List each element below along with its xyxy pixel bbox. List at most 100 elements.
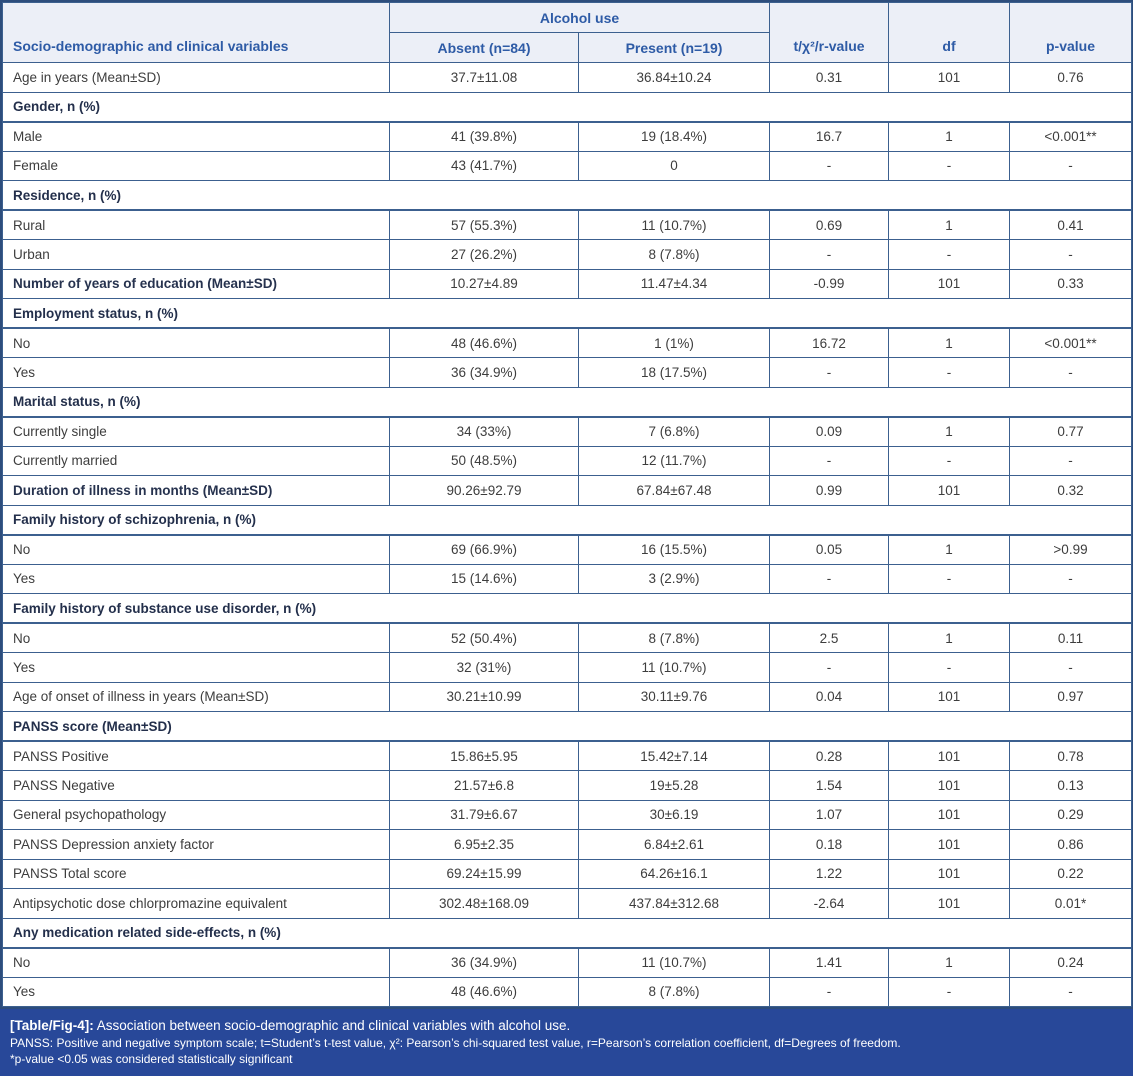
- row-value: 1.54: [769, 770, 890, 801]
- table-row: No 48 (46.6%) 1 (1%) 16.72 1 <0.001**: [2, 327, 1133, 358]
- row-value: 69.24±15.99: [389, 858, 579, 889]
- table-caption-band: [Table/Fig-4]: Association between socio…: [0, 1009, 1133, 1076]
- table-row: PANSS Depression anxiety factor 6.95±2.35…: [2, 829, 1133, 860]
- row-value: 15 (14.6%): [389, 563, 579, 594]
- row-value: 11 (10.7%): [577, 652, 771, 683]
- table-row: Currently married 50 (48.5%) 12 (11.7%) - - -: [2, 445, 1133, 476]
- row-value: 0.31: [769, 62, 890, 93]
- row-value: 0.99: [769, 475, 890, 506]
- caption-abbreviations: PANSS: Positive and negative symptom sca…: [10, 1036, 901, 1050]
- row-value: 48 (46.6%): [389, 327, 579, 358]
- row-value: 6.95±2.35: [389, 829, 579, 860]
- row-value: -0.99: [769, 268, 890, 299]
- row-label: No: [2, 622, 390, 653]
- row-value: 2.5: [769, 622, 890, 653]
- row-value: 0.22: [1009, 858, 1133, 889]
- header-group-alcohol-use: Alcohol use: [388, 2, 771, 33]
- row-value: 101: [888, 62, 1011, 93]
- table-row: Number of years of education (Mean±SD) 10…: [2, 268, 1133, 299]
- row-value: -: [769, 239, 890, 270]
- row-label: No: [2, 534, 390, 565]
- section-row: Marital status, n (%): [1, 386, 1133, 418]
- row-value: 64.26±16.1: [577, 858, 771, 889]
- row-value: 34 (33%): [389, 416, 579, 447]
- row-value: 43 (41.7%): [389, 150, 579, 181]
- row-value: 302.48±168.09: [389, 888, 579, 919]
- row-value: 101: [888, 799, 1011, 830]
- table-row: No 69 (66.9%) 16 (15.5%) 0.05 1 >0.99: [2, 534, 1133, 565]
- row-value: 90.26±92.79: [389, 475, 579, 506]
- row-value: 101: [888, 268, 1011, 299]
- row-value: 11.47±4.34: [577, 268, 771, 299]
- section-label: Employment status, n (%): [1, 298, 1133, 329]
- table-row: Female 43 (41.7%) 0- - -: [2, 150, 1133, 181]
- row-value: 50 (48.5%): [389, 445, 579, 476]
- table-row: Currently single 34 (33%) 7 (6.8%) 0.09 1 0.7…: [2, 416, 1133, 447]
- row-value: 0.11: [1009, 622, 1133, 653]
- row-value: 11 (10.7%): [577, 209, 771, 240]
- row-value: 0.04: [769, 681, 890, 712]
- row-value: 1.41: [769, 947, 890, 978]
- table-row: Yes 36 (34.9%) 18 (17.5%) - - -: [2, 357, 1133, 388]
- row-value: 69 (66.9%): [389, 534, 579, 565]
- row-value: 6.84±2.61: [577, 829, 771, 860]
- row-value: 0.13: [1009, 770, 1133, 801]
- row-value: 0.32: [1009, 475, 1133, 506]
- row-value: -: [1009, 239, 1133, 270]
- table-row: General psychopathology 31.79±6.67 30±6.19…: [2, 799, 1133, 830]
- header-variables-column: Socio-demographic and clinical variables: [2, 2, 390, 63]
- table-header: Socio-demographic and clinical variables…: [2, 2, 1133, 63]
- row-value: 32 (31%): [389, 652, 579, 683]
- table-row: PANSS Total score 69.24±15.99 64.26±16.1 1.…: [2, 858, 1133, 889]
- row-value: 0.29: [1009, 799, 1133, 830]
- row-value: -: [1009, 445, 1133, 476]
- header-stat-column: t/χ²/r-value: [769, 2, 890, 63]
- row-value: 16 (15.5%): [577, 534, 771, 565]
- row-label: Urban: [2, 239, 390, 270]
- row-value: 21.57±6.8: [389, 770, 579, 801]
- table-row: Rural 57 (55.3%) 11 (10.7%) 0.69 1 0.41: [2, 209, 1133, 240]
- row-value: 0.77: [1009, 416, 1133, 447]
- table-row: Yes 32 (31%) 11 (10.7%) - - -: [2, 652, 1133, 683]
- section-row: Family history of schizophrenia, n (%): [1, 504, 1133, 536]
- row-label: Number of years of education (Mean±SD): [2, 268, 390, 299]
- row-label: PANSS Total score: [2, 858, 390, 889]
- row-value: 12 (11.7%): [577, 445, 771, 476]
- table-row: Age of onset of illness in years (Mean±S…: [2, 681, 1133, 712]
- row-value: 36 (34.9%): [389, 947, 579, 978]
- row-value: 1 (1%): [577, 327, 771, 358]
- row-label: Yes: [2, 357, 390, 388]
- section-label: PANSS score (Mean±SD): [1, 711, 1133, 742]
- header-absent-column: Absent (n=84): [389, 32, 579, 63]
- row-label: Yes: [2, 563, 390, 594]
- section-row: Family history of substance use disorder…: [1, 593, 1133, 624]
- row-value: <0.001**: [1009, 121, 1133, 152]
- caption-title-line: [Table/Fig-4]: Association between socio…: [10, 1017, 1121, 1035]
- section-label: Family history of substance use disorder…: [1, 593, 1133, 624]
- row-value: 3 (2.9%): [577, 563, 771, 594]
- row-value: -: [1009, 652, 1133, 683]
- row-value: 30.11±9.76: [577, 681, 771, 712]
- header-df-column: df: [888, 2, 1011, 63]
- row-value: 0.18: [769, 829, 890, 860]
- row-label: Currently single: [2, 416, 390, 447]
- row-value: 31.79±6.67: [389, 799, 579, 830]
- row-value: 37.7±11.08: [389, 62, 579, 93]
- row-label: Yes: [2, 652, 390, 683]
- row-label: Age in years (Mean±SD): [2, 62, 390, 93]
- header-pvalue-column: p-value: [1009, 2, 1133, 63]
- row-value: 1: [888, 416, 1011, 447]
- row-value: 27 (26.2%): [389, 239, 579, 270]
- row-value: 0.09: [769, 416, 890, 447]
- section-label: Family history of schizophrenia, n (%): [1, 504, 1133, 536]
- row-value: 19 (18.4%): [577, 121, 771, 152]
- caption-title: Association between socio-demographic an…: [96, 1018, 571, 1033]
- row-value: 0.05: [769, 534, 890, 565]
- table-row: Male 41 (39.8%) 19 (18.4%) 16.7 1 <0.001**: [2, 121, 1133, 152]
- row-value: -: [769, 150, 890, 181]
- row-value: 19±5.28: [577, 770, 771, 801]
- row-value: -: [1009, 357, 1133, 388]
- row-value: 1.07: [769, 799, 890, 830]
- row-value: 30±6.19: [577, 799, 771, 830]
- row-value: -: [1009, 563, 1133, 594]
